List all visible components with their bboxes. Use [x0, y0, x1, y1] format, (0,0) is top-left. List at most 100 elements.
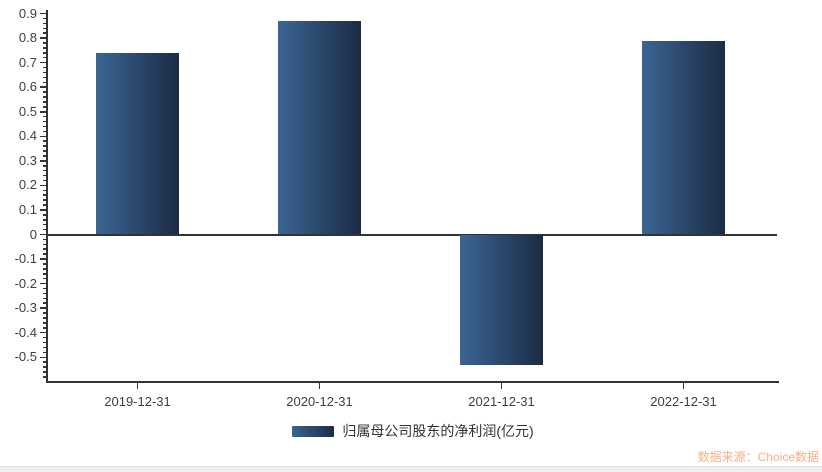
y-axis-minor-tick [43, 199, 47, 201]
y-axis-label: -0.5 [14, 349, 37, 365]
y-axis-minor-tick [43, 125, 47, 128]
x-axis-label: 2021-12-31 [468, 394, 535, 409]
y-axis-minor-tick [43, 297, 47, 300]
y-axis-label: 0.5 [18, 103, 37, 119]
y-axis-minor-tick [43, 204, 47, 206]
y-axis-label: 0 [29, 226, 37, 242]
y-axis-minor-tick [43, 66, 47, 69]
y-axis-minor-tick [43, 42, 47, 44]
y-axis-minor-tick [43, 228, 47, 231]
bar [96, 52, 179, 235]
y-axis-major-tick [40, 282, 47, 285]
y-axis-minor-tick [43, 76, 47, 79]
y-axis-minor-tick [43, 115, 47, 118]
y-axis-minor-tick [43, 317, 47, 319]
y-axis-major-tick [40, 86, 47, 88]
y-axis-minor-tick [43, 351, 47, 354]
y-axis-minor-tick [43, 341, 47, 344]
legend-label: 归属母公司股东的净利润(亿元) [342, 423, 534, 439]
y-axis-minor-tick [43, 120, 47, 123]
y-axis-major-tick [40, 331, 47, 334]
y-axis-minor-tick [43, 189, 47, 192]
y-axis-minor-tick [43, 17, 47, 20]
y-axis-minor-tick [43, 263, 47, 265]
y-axis-major-tick [40, 307, 47, 309]
x-axis-tick [682, 381, 685, 389]
bar [642, 40, 725, 235]
y-axis-label: 0.9 [18, 5, 37, 21]
x-axis-tick [136, 381, 139, 389]
window-bottom-strip [0, 466, 822, 472]
y-axis-major-tick [40, 61, 47, 64]
y-axis-minor-tick [43, 302, 47, 304]
zero-baseline [47, 233, 777, 236]
y-axis-minor-tick [43, 327, 47, 329]
y-axis-minor-tick [43, 194, 47, 196]
y-axis-label: 0.1 [18, 201, 37, 217]
y-axis-major-tick [40, 37, 47, 39]
y-axis-minor-tick [43, 140, 47, 142]
y-axis-minor-tick [43, 361, 47, 363]
y-axis-minor-tick [43, 81, 47, 84]
bar [460, 234, 543, 365]
y-axis-label: -0.3 [14, 300, 37, 316]
y-axis-minor-tick [43, 52, 47, 54]
y-axis-minor-tick [43, 145, 47, 147]
y-axis-major-tick [40, 160, 47, 162]
y-axis-label: -0.2 [14, 275, 37, 291]
y-axis-major-tick [40, 356, 47, 358]
legend[interactable]: 归属母公司股东的净利润(亿元) [47, 421, 779, 441]
y-axis-label: 0.8 [18, 30, 37, 46]
y-axis-minor-tick [43, 47, 47, 49]
y-axis-label: 0.4 [18, 128, 37, 144]
y-axis-minor-tick [43, 27, 47, 30]
y-axis-minor-tick [43, 214, 47, 216]
y-axis-minor-tick [43, 238, 47, 241]
y-axis-minor-tick [43, 22, 47, 25]
y-axis-minor-tick [43, 150, 47, 152]
y-axis-major-tick [40, 209, 47, 211]
y-axis-minor-tick [43, 273, 47, 275]
y-axis-minor-tick [43, 155, 47, 157]
y-axis-minor-tick [43, 130, 47, 133]
y-axis-minor-tick [43, 56, 47, 59]
y-axis-line [46, 10, 48, 383]
y-axis-label: 0.7 [18, 54, 37, 70]
x-axis-tick [318, 381, 321, 389]
y-axis-label: 0.2 [18, 177, 37, 193]
y-axis-major-tick [40, 12, 47, 15]
y-axis-minor-tick [43, 336, 47, 339]
data-source-note: 数据来源：Choice数据 [697, 450, 819, 464]
y-axis-minor-tick [43, 277, 47, 280]
y-axis-minor-tick [43, 371, 47, 373]
bar [278, 20, 361, 235]
y-axis-major-tick [40, 184, 47, 187]
y-axis-major-tick [40, 111, 47, 113]
y-axis-minor-tick [43, 106, 47, 108]
x-axis-label: 2019-12-31 [104, 394, 171, 409]
y-axis-minor-tick [43, 71, 47, 74]
y-axis-label: 0.6 [18, 79, 37, 95]
y-axis-minor-tick [43, 376, 47, 378]
y-axis-major-tick [40, 135, 47, 138]
y-axis-minor-tick [43, 96, 47, 98]
y-axis-minor-tick [43, 292, 47, 295]
y-axis-minor-tick [43, 101, 47, 103]
y-axis-minor-tick [43, 287, 47, 290]
y-axis-minor-tick [43, 32, 47, 34]
y-axis-label: -0.1 [14, 251, 37, 267]
y-axis-minor-tick [43, 91, 47, 93]
y-axis-major-tick [40, 258, 47, 260]
x-axis-tick [500, 381, 503, 389]
y-axis-minor-tick [43, 366, 47, 368]
legend-swatch-icon [292, 425, 335, 437]
y-axis-minor-tick [43, 268, 47, 270]
y-axis-minor-tick [43, 322, 47, 324]
x-axis-label: 2020-12-31 [286, 394, 353, 409]
y-axis-minor-tick [43, 169, 47, 172]
y-axis-minor-tick [43, 312, 47, 314]
y-axis-minor-tick [43, 243, 47, 246]
y-axis-label: 0.3 [18, 152, 37, 168]
y-axis-label: -0.4 [14, 324, 37, 340]
y-axis-minor-tick [43, 174, 47, 177]
